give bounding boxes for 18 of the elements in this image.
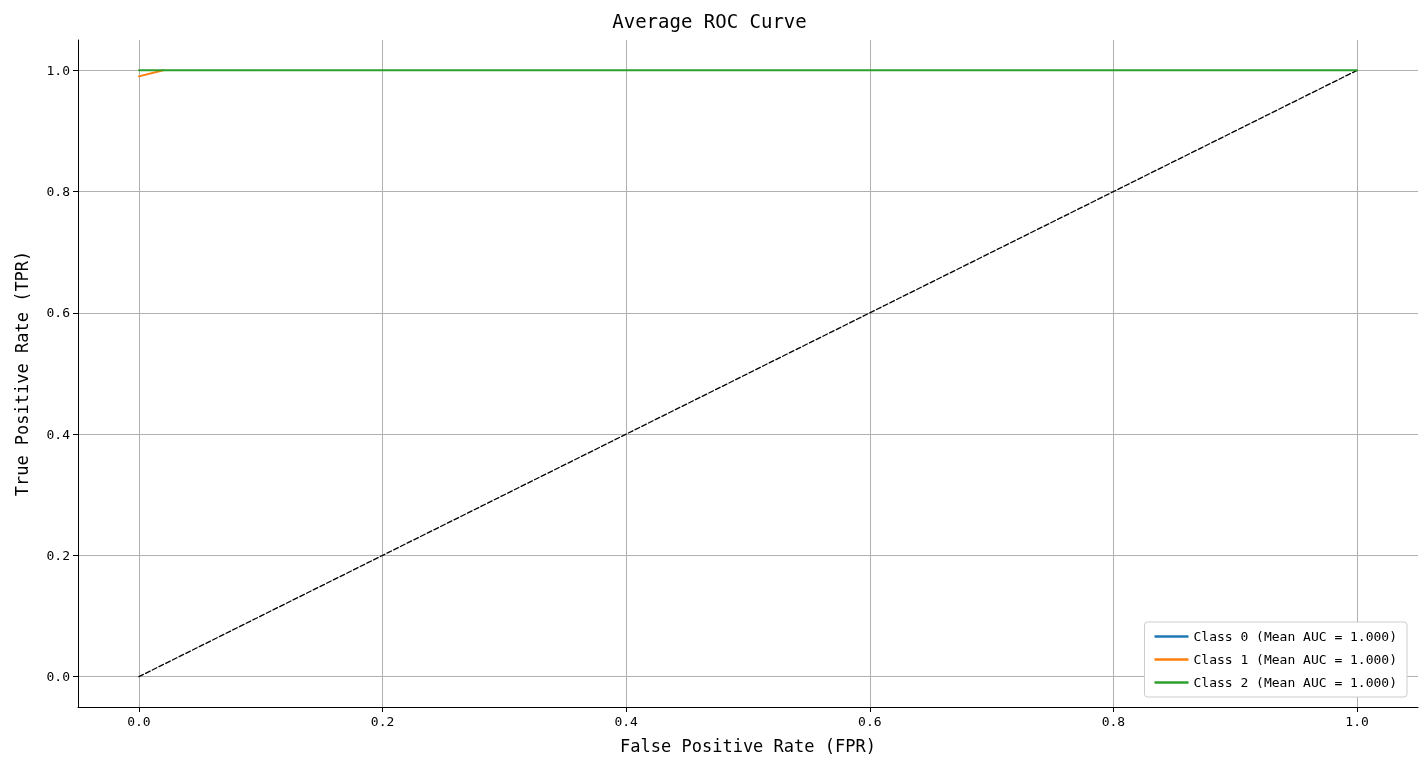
y-tick-label: 0.2 bbox=[46, 547, 70, 563]
legend-label: Class 0 (Mean AUC = 1.000) bbox=[1193, 629, 1398, 644]
x-axis-title: False Positive Rate (FPR) bbox=[620, 735, 876, 756]
chart-title: Average ROC Curve bbox=[612, 9, 807, 32]
y-tick-label: 1.0 bbox=[46, 62, 70, 78]
y-tick-label: 0.6 bbox=[46, 305, 70, 321]
y-tick-label: 0.4 bbox=[46, 426, 71, 442]
x-tick-label: 0.6 bbox=[858, 714, 882, 729]
legend-label: Class 1 (Mean AUC = 1.000) bbox=[1193, 652, 1398, 667]
x-tick-label: 0.2 bbox=[370, 714, 395, 729]
y-tick-label: 0.0 bbox=[46, 669, 70, 685]
x-tick-label: 0.0 bbox=[127, 714, 151, 729]
x-tick-label: 0.8 bbox=[1101, 714, 1126, 729]
y-axis-title: True Positive Rate (TPR) bbox=[11, 250, 32, 497]
y-tick-label: 0.8 bbox=[46, 184, 70, 200]
legend-label: Class 2 (Mean AUC = 1.000) bbox=[1193, 675, 1398, 690]
x-tick-label: 0.4 bbox=[614, 714, 639, 729]
x-tick-label: 1.0 bbox=[1345, 714, 1369, 729]
